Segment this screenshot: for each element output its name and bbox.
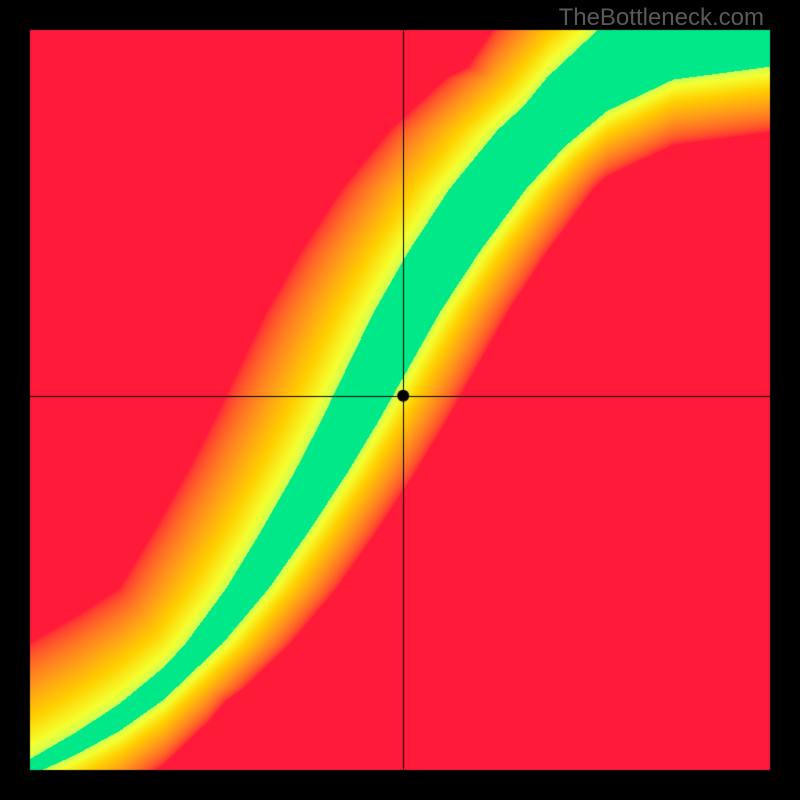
bottleneck-heatmap: { "watermark": { "text": "TheBottleneck.…	[0, 0, 800, 800]
heatmap-canvas	[0, 0, 800, 800]
watermark-text: TheBottleneck.com	[559, 4, 764, 32]
